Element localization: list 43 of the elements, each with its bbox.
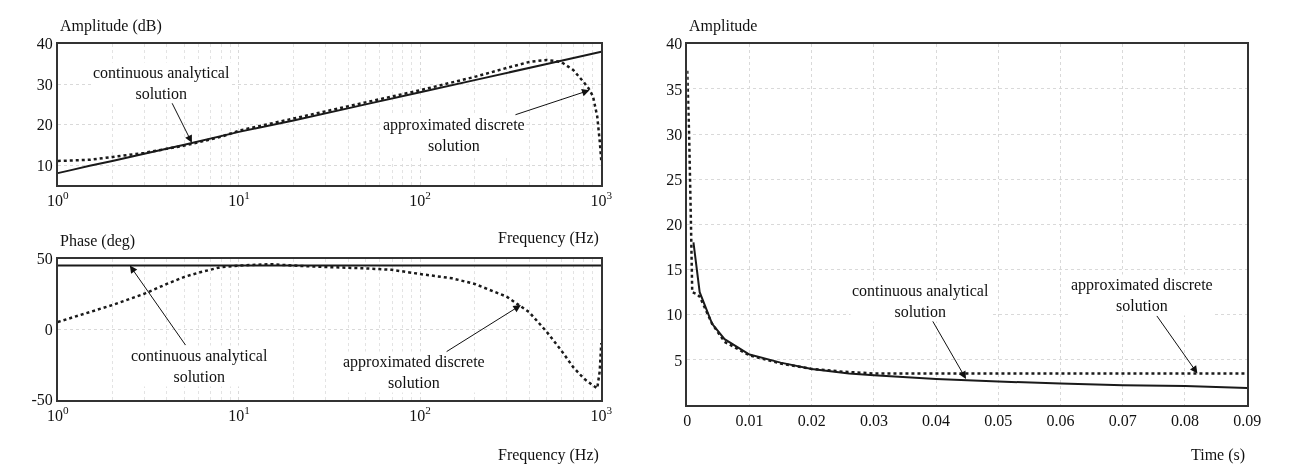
y-tick-label: 35 bbox=[666, 80, 683, 98]
y-tick-label: 40 bbox=[36, 35, 53, 53]
x-tick-label: 10$^{2}$ bbox=[409, 189, 431, 210]
annotation: continuous analytical solution bbox=[852, 282, 989, 320]
y-tick-label: 5 bbox=[674, 351, 683, 369]
x-axis-title: Frequency (Hz) bbox=[498, 446, 599, 464]
x-tick-label: 10$^{3}$ bbox=[590, 403, 613, 424]
y-tick-label: -50 bbox=[31, 391, 53, 409]
x-tick-label: 0.03 bbox=[859, 412, 888, 430]
y-tick-label: 25 bbox=[666, 170, 683, 188]
x-tick-label: 0.02 bbox=[797, 412, 826, 430]
annotation: approximated discrete solution bbox=[383, 116, 525, 154]
annotation: continuous analytical solution bbox=[131, 347, 268, 385]
x-tick-label: 0.01 bbox=[735, 412, 764, 430]
x-axis-title: Frequency (Hz) bbox=[498, 229, 599, 247]
y-tick-label: 30 bbox=[666, 125, 683, 143]
y-tick-label: 20 bbox=[666, 216, 683, 233]
y-axis-title: Phase (deg) bbox=[60, 232, 136, 250]
x-tick-label: 10$^{1}$ bbox=[228, 403, 250, 424]
y-tick-label: 40 bbox=[666, 35, 683, 53]
annotation: approximated discrete solution bbox=[343, 353, 485, 391]
y-tick-label: 30 bbox=[36, 75, 53, 93]
x-axis-title: Time (s) bbox=[1191, 446, 1246, 464]
x-tick-label: 10$^{2}$ bbox=[409, 403, 431, 424]
y-axis-title: Amplitude bbox=[689, 17, 758, 35]
x-tick-label: 10$^{3}$ bbox=[590, 189, 613, 210]
annotation: approximated discrete solution bbox=[1071, 276, 1213, 314]
y-tick-label: 20 bbox=[36, 116, 53, 134]
y-axis-title: Amplitude (dB) bbox=[60, 17, 162, 35]
x-tick-label: 10$^{0}$ bbox=[46, 189, 69, 210]
annotation: continuous analytical solution bbox=[93, 64, 230, 102]
x-tick-label: 0.05 bbox=[984, 412, 1013, 430]
y-tick-label: 10 bbox=[666, 306, 683, 324]
x-tick-label: 0.09 bbox=[1233, 412, 1262, 430]
y-tick-label: 0 bbox=[44, 320, 53, 338]
x-tick-label: 0.08 bbox=[1170, 412, 1199, 430]
y-tick-label: 10 bbox=[36, 156, 53, 174]
x-tick-label: 10$^{1}$ bbox=[228, 189, 250, 210]
x-tick-label: 0.06 bbox=[1046, 412, 1075, 430]
y-tick-label: 15 bbox=[666, 261, 683, 279]
x-tick-label: 0.04 bbox=[922, 412, 951, 430]
y-tick-label: 50 bbox=[36, 250, 53, 268]
x-tick-label: 0.07 bbox=[1108, 412, 1137, 430]
